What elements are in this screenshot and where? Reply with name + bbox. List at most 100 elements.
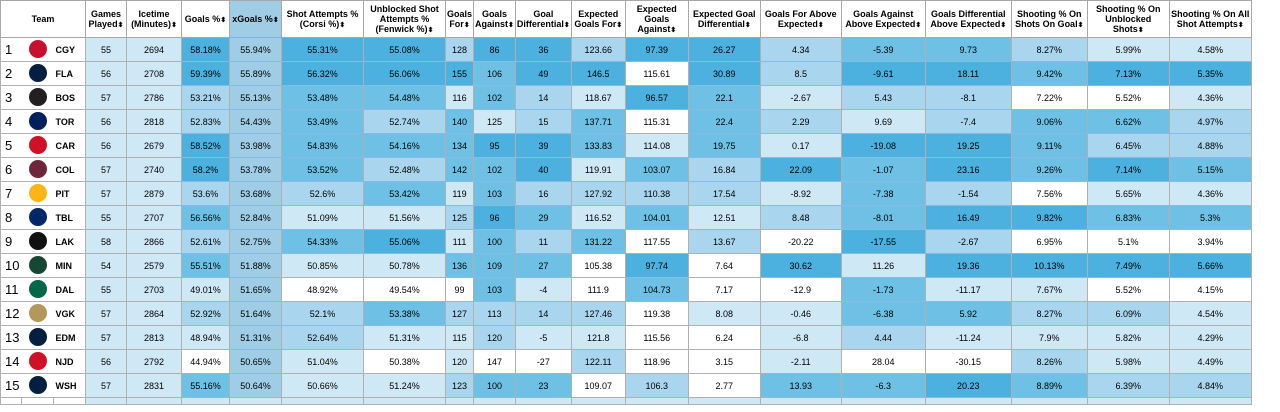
team-abbr-cell[interactable]: EDM bbox=[53, 325, 86, 350]
table-row[interactable]: 3 BOS 57 2786 53.21% 55.13% 53.48% 54.48% 116 102… bbox=[0, 85, 1252, 110]
table-row[interactable]: 9 LAK 58 2866 52.61% 52.75% 54.33% 55.06% 111 100… bbox=[0, 229, 1252, 254]
sort-arrows-icon[interactable]: ⬍ bbox=[117, 21, 124, 29]
sort-arrows-icon[interactable]: ⬍ bbox=[171, 21, 177, 29]
team-logo-cell bbox=[21, 253, 54, 278]
team-abbr-cell[interactable]: DAL bbox=[53, 277, 86, 302]
stat-cell: 115.61 bbox=[624, 61, 689, 86]
team-abbr-cell[interactable]: MIN bbox=[53, 253, 86, 278]
sort-arrows-icon[interactable]: ⬍ bbox=[817, 21, 824, 29]
stat-cell: 48.94% bbox=[181, 325, 230, 350]
team-abbr-cell[interactable]: VGK bbox=[53, 301, 86, 326]
stat-cell: 16 bbox=[514, 181, 572, 206]
sort-arrows-icon[interactable]: ⬍ bbox=[339, 21, 346, 29]
stat-cell: 4.34 bbox=[759, 37, 842, 62]
stat-cell: 116 bbox=[444, 85, 475, 110]
table-row[interactable]: 14 NJD 56 2792 44.94% 50.65% 51.04% 50.38% 120 14… bbox=[0, 349, 1252, 374]
sort-arrows-icon[interactable]: ⬍ bbox=[220, 16, 227, 24]
team-abbr-cell[interactable]: TBL bbox=[53, 205, 86, 230]
stat-cell: 58.52% bbox=[181, 133, 230, 158]
stat-cell: 2879 bbox=[126, 181, 182, 206]
team-logo-cell bbox=[21, 61, 54, 86]
column-header-5[interactable]: Shot Attempts % (Corsi %)⬍ bbox=[281, 0, 364, 38]
table-row[interactable]: 6 COL 57 2740 58.2% 53.78% 53.52% 52.48% 142 102 4… bbox=[0, 157, 1252, 182]
partial-cell bbox=[759, 397, 842, 405]
column-header-8[interactable]: Goals Against⬍ bbox=[473, 0, 516, 38]
column-header-13[interactable]: Goals For Above Expected⬍ bbox=[759, 0, 842, 38]
rank-cell: 2 bbox=[0, 61, 22, 86]
sort-arrows-icon[interactable]: ⬍ bbox=[1137, 26, 1144, 34]
column-header-4[interactable]: xGoals %⬍ bbox=[229, 0, 282, 38]
column-header-16[interactable]: Shooting % On Shots On Goal⬍ bbox=[1010, 0, 1088, 38]
column-header-12[interactable]: Expected Goal Differential⬍ bbox=[687, 0, 761, 38]
sort-arrows-icon[interactable]: ⬍ bbox=[1000, 21, 1007, 29]
stat-cell: 2.29 bbox=[759, 109, 842, 134]
column-header-9[interactable]: Goal Differential⬍ bbox=[514, 0, 572, 38]
stat-cell: 2786 bbox=[126, 85, 182, 110]
sort-arrows-icon[interactable]: ⬍ bbox=[463, 21, 470, 29]
table-row[interactable]: 1 CGY 55 2694 58.18% 55.94% 55.31% 55.08% 128 86 3… bbox=[0, 37, 1252, 62]
column-header-18[interactable]: Shooting % On All Shot Attempts⬍ bbox=[1168, 0, 1252, 38]
team-abbr-cell[interactable]: BOS bbox=[53, 85, 86, 110]
team-abbr-cell[interactable]: COL bbox=[53, 157, 86, 182]
column-header-11[interactable]: Expected Goals Against⬍ bbox=[624, 0, 689, 38]
table-row[interactable]: 7 PIT 57 2879 53.6% 53.68% 52.6% 53.42% 119 103 16… bbox=[0, 181, 1252, 206]
stat-cell: 9.69 bbox=[840, 109, 926, 134]
stat-cell: 7.22% bbox=[1010, 85, 1088, 110]
team-abbr-cell[interactable]: TOR bbox=[53, 109, 86, 134]
team-abbr-cell[interactable]: FLA bbox=[53, 61, 86, 86]
column-header-10[interactable]: Expected Goals For⬍ bbox=[570, 0, 626, 38]
stat-cell: -8.92 bbox=[759, 181, 842, 206]
team-abbr-cell[interactable]: WSH bbox=[53, 373, 86, 398]
sort-arrows-icon[interactable]: ⬍ bbox=[508, 21, 514, 29]
stat-cell: 9.26% bbox=[1010, 157, 1088, 182]
stat-cell: 2579 bbox=[126, 253, 182, 278]
rank-cell: 1 bbox=[0, 37, 22, 62]
stat-cell: 123.66 bbox=[570, 37, 626, 62]
table-row[interactable]: 11 DAL 55 2703 49.01% 51.65% 48.92% 49.54% 99 103… bbox=[0, 277, 1252, 302]
sort-arrows-icon[interactable]: ⬍ bbox=[1077, 21, 1084, 29]
table-row[interactable]: 12 VGK 57 2864 52.92% 51.64% 52.1% 53.38% 127 113… bbox=[0, 301, 1252, 326]
table-row[interactable]: 8 TBL 55 2707 56.56% 52.84% 51.09% 51.56% 125 96 2… bbox=[0, 205, 1252, 230]
team-abbr-cell[interactable]: PIT bbox=[53, 181, 86, 206]
column-header-0[interactable]: Team bbox=[0, 0, 86, 38]
sort-arrows-icon[interactable]: ⬍ bbox=[670, 26, 677, 34]
sort-arrows-icon[interactable]: ⬍ bbox=[1237, 21, 1244, 29]
table-row[interactable]: 15 WSH 57 2831 55.16% 50.64% 50.66% 51.24% 123 10… bbox=[0, 373, 1252, 398]
sort-arrows-icon[interactable]: ⬍ bbox=[272, 16, 279, 24]
stat-cell: 9.73 bbox=[924, 37, 1012, 62]
stat-cell: 127.46 bbox=[570, 301, 626, 326]
stat-cell: 53.98% bbox=[229, 133, 282, 158]
column-header-1[interactable]: Games Played⬍ bbox=[85, 0, 127, 38]
table-row[interactable]: 4 TOR 56 2818 52.83% 54.43% 53.49% 52.74% 140 125… bbox=[0, 109, 1252, 134]
sort-arrows-icon[interactable]: ⬍ bbox=[915, 21, 922, 29]
column-header-3[interactable]: Goals %⬍ bbox=[181, 0, 230, 38]
sort-arrows-icon[interactable]: ⬍ bbox=[427, 26, 434, 34]
stat-cell: 5.35% bbox=[1168, 61, 1252, 86]
team-abbr-cell[interactable]: LAK bbox=[53, 229, 86, 254]
team-abbr-cell[interactable]: NJD bbox=[53, 349, 86, 374]
table-row[interactable]: 10 MIN 54 2579 55.51% 51.88% 50.85% 50.78% 136 10… bbox=[0, 253, 1252, 278]
team-logo-icon bbox=[28, 207, 47, 226]
column-header-label: Shooting % On All Shot Attempts bbox=[1171, 8, 1250, 29]
table-row[interactable]: 2 FLA 56 2708 59.39% 55.89% 56.32% 56.06% 155 106… bbox=[0, 61, 1252, 86]
table-row[interactable]: 5 CAR 56 2679 58.52% 53.98% 54.83% 54.16% 134 95 3… bbox=[0, 133, 1252, 158]
stat-cell: 55 bbox=[85, 277, 127, 302]
table-row[interactable]: 13 EDM 57 2813 48.94% 51.31% 52.64% 51.31% 115 12… bbox=[0, 325, 1252, 350]
sort-arrows-icon[interactable]: ⬍ bbox=[563, 21, 570, 29]
stat-cell: 52.84% bbox=[229, 205, 282, 230]
column-header-7[interactable]: Goals For⬍ bbox=[444, 0, 475, 38]
stat-cell: 11.26 bbox=[840, 253, 926, 278]
team-logo-icon bbox=[28, 87, 47, 106]
stat-cell: -0.46 bbox=[759, 301, 842, 326]
team-abbr-cell[interactable]: CGY bbox=[53, 37, 86, 62]
stat-cell: -19.08 bbox=[840, 133, 926, 158]
column-header-15[interactable]: Goals Differential Above Expected⬍ bbox=[924, 0, 1012, 38]
stat-cell: 7.64 bbox=[687, 253, 761, 278]
column-header-17[interactable]: Shooting % On Unblocked Shots⬍ bbox=[1086, 0, 1170, 38]
team-abbr-cell[interactable]: CAR bbox=[53, 133, 86, 158]
column-header-6[interactable]: Unblocked Shot Attempts % (Fenwick %)⬍ bbox=[363, 0, 446, 38]
column-header-14[interactable]: Goals Against Above Expected⬍ bbox=[840, 0, 926, 38]
sort-arrows-icon[interactable]: ⬍ bbox=[744, 21, 751, 29]
sort-arrows-icon[interactable]: ⬍ bbox=[616, 21, 623, 29]
column-header-2[interactable]: Icetime (Minutes)⬍ bbox=[126, 0, 182, 38]
